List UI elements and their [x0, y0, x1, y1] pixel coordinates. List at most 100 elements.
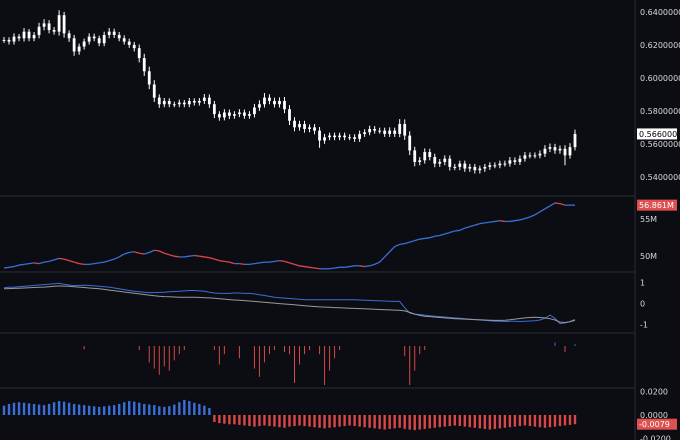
candle-body	[428, 152, 432, 158]
volume-line-segment	[219, 259, 225, 263]
y-tick-label: 0.5400000	[640, 173, 680, 182]
volume-line-segment	[164, 252, 170, 256]
volume-line-segment	[63, 258, 70, 262]
volume-line-segment	[479, 222, 485, 225]
volume-line-segment	[23, 262, 30, 265]
last-value-label: 0.5660000	[639, 130, 680, 139]
candle-body	[157, 97, 161, 105]
candle-body	[147, 71, 151, 85]
candle-body	[293, 120, 296, 128]
volume-line-segment	[374, 261, 380, 265]
candle-body	[558, 148, 562, 151]
volume-line-segment	[28, 262, 35, 265]
price-pane[interactable]	[2, 10, 577, 174]
y-tick-label: 0.0200	[640, 388, 668, 397]
spike-pane[interactable]	[83, 342, 576, 385]
candle-body	[288, 109, 291, 121]
candle-body	[303, 124, 306, 129]
histogram-pane[interactable]	[2, 399, 577, 431]
volume-line-segment	[59, 257, 65, 260]
volume-line-segment	[48, 259, 55, 263]
candle-body	[463, 163, 467, 169]
volume-line-segment	[249, 262, 255, 265]
volume-line-segment	[209, 257, 215, 260]
y-tick-label: 0.6200000	[640, 41, 680, 50]
volume-line-segment	[43, 260, 50, 263]
candle-body	[383, 130, 387, 134]
volume-line-segment	[124, 251, 130, 255]
candle-body	[358, 133, 362, 139]
volume-line-segment	[434, 234, 440, 237]
volume-line-segment	[79, 262, 85, 265]
candle-body	[177, 102, 181, 105]
volume-line-segment	[194, 254, 200, 257]
volume-line-segment	[269, 260, 275, 263]
candle-body	[233, 114, 236, 116]
candle-body	[563, 148, 567, 156]
last-value-tag	[637, 418, 677, 430]
candle-body	[403, 124, 407, 136]
volume-line-segment	[89, 262, 95, 265]
y-tick-label: 0.6000000	[640, 74, 680, 83]
candle-body	[77, 46, 81, 52]
volume-line-segment	[429, 235, 435, 239]
candle-body	[227, 112, 231, 116]
candle-body	[313, 127, 316, 131]
candle-body	[137, 48, 141, 59]
volume-line-segment	[279, 259, 285, 263]
volume-line-segment	[399, 242, 405, 246]
candle-body	[52, 30, 56, 32]
candle-body	[443, 158, 447, 162]
candle-body	[343, 135, 346, 138]
candle-body	[192, 100, 196, 103]
volume-line-segment	[224, 260, 230, 263]
volume-line-segment	[404, 241, 410, 245]
candle-body	[42, 23, 46, 27]
volume-line-segment	[559, 203, 566, 206]
candle-body	[7, 39, 11, 42]
volume-line-segment	[419, 237, 425, 240]
candle-body	[488, 165, 492, 167]
price-axis[interactable]: 0.6400000 0.6200000 0.6000000 0.5800000 0.56…	[637, 8, 680, 440]
volume-line-segment	[509, 220, 515, 223]
volume-line-segment	[414, 238, 420, 242]
volume-line-segment	[274, 259, 280, 263]
candle-body	[323, 137, 326, 141]
candle-body	[353, 137, 357, 139]
candle-body	[553, 147, 557, 151]
oscillator-pane[interactable]	[3, 282, 576, 325]
candle-body	[523, 155, 527, 159]
volume-pane[interactable]	[3, 202, 575, 270]
volume-line-segment	[134, 251, 140, 254]
volume-line-segment	[94, 262, 100, 265]
volume-line-segment	[314, 267, 320, 270]
y-tick-label: 0.6400000	[640, 8, 680, 17]
volume-line-segment	[299, 265, 305, 268]
candle-body	[533, 155, 537, 157]
candle-body	[82, 41, 86, 47]
volume-line-segment	[454, 229, 460, 232]
volume-line-segment	[184, 255, 190, 258]
y-tick-label: 0.5600000	[640, 140, 680, 149]
volume-line-segment	[344, 265, 350, 268]
volume-line-segment	[214, 258, 220, 262]
volume-line-segment	[289, 262, 295, 265]
candle-body	[112, 31, 116, 35]
candle-body	[253, 107, 256, 115]
volume-line-segment	[3, 266, 10, 269]
volume-line-segment	[159, 250, 165, 254]
volume-line-segment	[444, 231, 450, 235]
candle-body	[333, 135, 336, 138]
candle-body	[132, 44, 136, 49]
candle-body	[423, 152, 427, 161]
volume-line-segment	[329, 267, 335, 270]
volume-line-segment	[113, 256, 120, 260]
volume-line-segment	[33, 262, 40, 265]
candle-body	[162, 100, 166, 105]
candle-body	[393, 130, 397, 134]
candle-body	[92, 36, 96, 39]
y-tick-label: -1	[640, 321, 648, 330]
candle-body	[67, 33, 71, 39]
